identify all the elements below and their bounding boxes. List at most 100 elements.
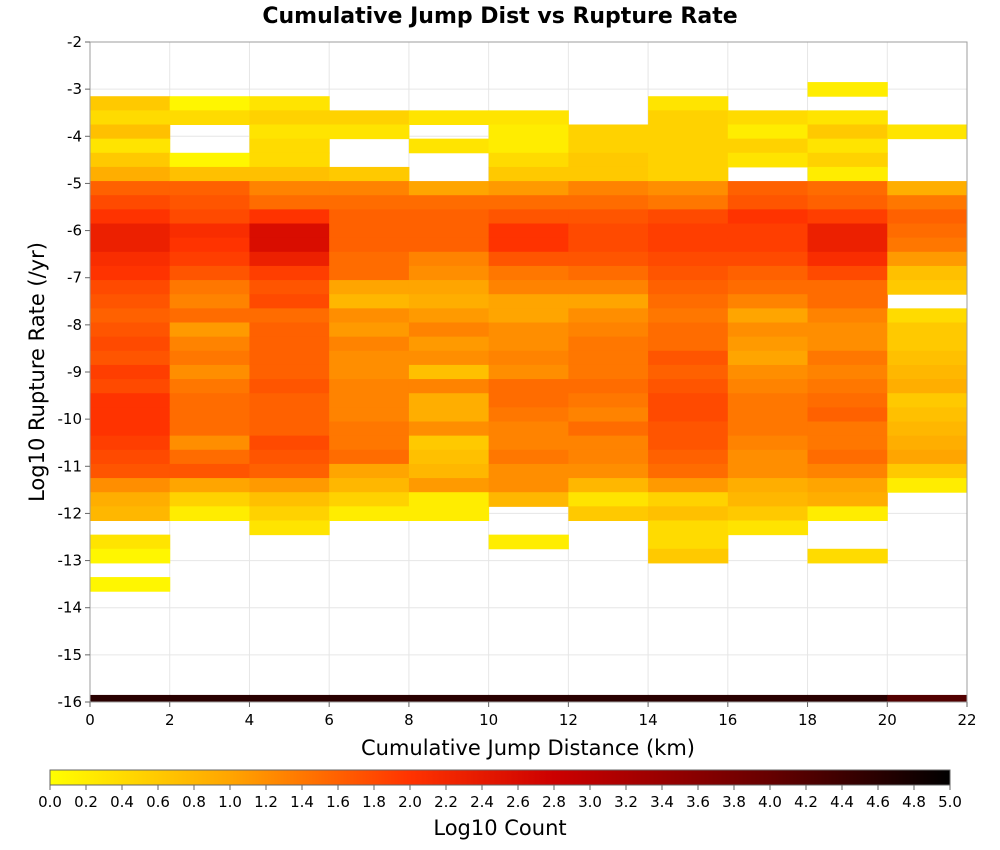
- heatmap-cell: [887, 308, 968, 323]
- heatmap-cell: [249, 379, 330, 394]
- heatmap-cell: [727, 181, 809, 196]
- heatmap-cell: [90, 110, 171, 125]
- heatmap-cell: [329, 336, 410, 352]
- heatmap-cell: [90, 478, 171, 493]
- heatmap-cell: [887, 265, 968, 281]
- heatmap-cell: [329, 280, 410, 295]
- heatmap-cell: [169, 463, 250, 479]
- heatmap-cell: [807, 506, 888, 521]
- heatmap-cell: [807, 265, 888, 281]
- heatmap-cell: [648, 364, 729, 380]
- heatmap-cell: [648, 336, 729, 352]
- heatmap-cell: [90, 251, 171, 267]
- heatmap-cell: [329, 237, 410, 253]
- heatmap-cell: [329, 265, 410, 281]
- heatmap-cell: [807, 251, 888, 267]
- colorbar-tick-label: 3.0: [578, 793, 602, 811]
- heatmap-cell: [807, 195, 888, 210]
- heatmap-cell: [648, 421, 729, 437]
- heatmap-cell: [329, 181, 410, 196]
- heatmap-cell: [249, 407, 330, 422]
- heatmap-cell: [648, 520, 729, 536]
- heatmap-cell: [488, 534, 569, 550]
- heatmap-cell: [727, 364, 809, 380]
- heatmap-cell: [408, 110, 490, 125]
- heatmap-cell: [727, 506, 809, 521]
- y-tick-label: -5: [67, 174, 82, 192]
- heatmap-cell: [807, 138, 888, 154]
- heatmap-cell: [807, 364, 888, 380]
- heatmap-cell: [329, 294, 410, 309]
- heatmap-cell: [408, 506, 490, 521]
- heatmap-cell: [408, 393, 490, 408]
- heatmap-cell: [169, 166, 250, 182]
- heatmap-cell: [887, 364, 968, 380]
- heatmap-cell: [169, 478, 250, 493]
- heatmap-cell: [727, 393, 809, 408]
- x-tick-label: 18: [798, 711, 817, 729]
- heatmap-cell: [249, 251, 330, 267]
- heatmap-cell: [727, 209, 809, 224]
- heatmap-cell: [169, 506, 250, 521]
- heatmap-cell: [408, 251, 490, 267]
- heatmap-cell: [568, 138, 649, 154]
- heatmap-cell: [648, 322, 729, 338]
- heatmap-cell: [648, 407, 729, 422]
- heatmap-cell: [169, 209, 250, 224]
- heatmap-cell: [90, 223, 171, 239]
- heatmap-cell: [90, 407, 171, 422]
- heatmap-cell: [887, 435, 968, 451]
- colorbar-tick-label: 1.8: [362, 793, 386, 811]
- x-tick-label: 12: [559, 711, 578, 729]
- heatmap-cell: [488, 280, 569, 295]
- heatmap-cell: [727, 379, 809, 394]
- heatmap-cell: [568, 280, 649, 295]
- heatmap-cell: [727, 110, 809, 125]
- heatmap-cell: [807, 336, 888, 352]
- heatmap-cell: [727, 421, 809, 437]
- heatmap-cell: [568, 506, 649, 521]
- x-tick-label: 20: [878, 711, 897, 729]
- heatmap-cell: [648, 350, 729, 366]
- heatmap-cell: [727, 265, 809, 281]
- heatmap-cell: [408, 322, 490, 338]
- heatmap-cell: [568, 407, 649, 422]
- heatmap-cell: [329, 124, 410, 140]
- heatmap-cell: [90, 280, 171, 295]
- heatmap-cell: [408, 492, 490, 507]
- heatmap-cell: [90, 350, 171, 366]
- heatmap-cell: [488, 364, 569, 380]
- y-tick-label: -3: [67, 80, 82, 98]
- y-tick-label: -7: [67, 269, 82, 287]
- heatmap-cell: [807, 492, 888, 507]
- heatmap-cell: [90, 435, 171, 451]
- heatmap-cell: [887, 251, 968, 267]
- heatmap-cell: [727, 694, 809, 703]
- heatmap-cell: [648, 393, 729, 408]
- colorbar-tick-label: 1.4: [290, 793, 314, 811]
- colorbar-tick-label: 0.4: [110, 793, 134, 811]
- x-tick-label: 8: [404, 711, 414, 729]
- y-axis-ticks: -2 -3 -4 -5 -6 -7 -8 -9 -10 -11 -12 -13 -14 -15 -16: [58, 33, 90, 711]
- heatmap-cell: [90, 336, 171, 352]
- heatmap-cell: [90, 322, 171, 338]
- heatmap-cell: [249, 421, 330, 437]
- heatmap-cell: [329, 110, 410, 125]
- colorbar-tick-label: 0.0: [38, 793, 62, 811]
- heatmap-cells: [90, 82, 968, 703]
- heatmap-cell: [887, 237, 968, 253]
- heatmap-cell: [488, 209, 569, 224]
- heatmap-cell: [568, 463, 649, 479]
- heatmap-cell: [568, 223, 649, 239]
- heatmap-cell: [329, 223, 410, 239]
- y-tick-label: -13: [58, 552, 83, 570]
- heatmap-cell: [169, 322, 250, 338]
- x-axis-ticks: 0 2 4 6 8 10 12 14 16 18 20 22: [85, 702, 977, 729]
- colorbar-tick-label: 0.8: [182, 793, 206, 811]
- heatmap-cell: [329, 449, 410, 465]
- y-tick-label: -8: [67, 316, 82, 334]
- colorbar-tick-label: 4.4: [830, 793, 854, 811]
- heatmap-cell: [90, 195, 171, 210]
- heatmap-cell: [807, 548, 888, 564]
- heatmap-cell: [488, 152, 569, 168]
